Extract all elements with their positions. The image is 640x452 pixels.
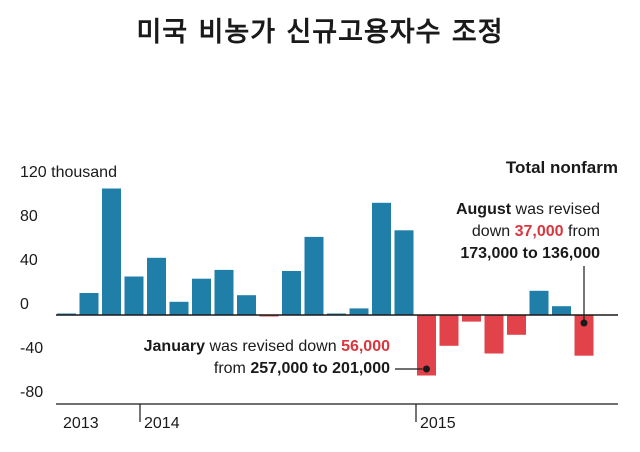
- bar: [462, 315, 481, 322]
- bar: [57, 313, 76, 315]
- january-callout-dot: [423, 365, 430, 373]
- bar: [394, 230, 414, 315]
- bar: [349, 308, 369, 315]
- bar: [484, 315, 504, 354]
- bar: [259, 315, 279, 317]
- chart-title: 미국 비농가 신규고용자수 조정: [136, 17, 504, 48]
- y-tick-label: 80: [20, 208, 38, 225]
- y-tick-label: -40: [20, 340, 43, 357]
- august-callout-dot: [580, 319, 588, 327]
- bar: [124, 276, 144, 315]
- x-year-label: 2013: [63, 415, 99, 432]
- bar: [304, 236, 324, 315]
- x-year-label: 2015: [420, 415, 456, 432]
- bar: [214, 269, 234, 315]
- bar: [552, 306, 571, 315]
- x-year-label: 2014: [144, 415, 180, 432]
- annotation-august: August was revised down 37,000 from 173,…: [455, 201, 600, 262]
- bar: [417, 315, 436, 376]
- bar: [169, 301, 189, 315]
- bar: [507, 315, 526, 335]
- y-tick-label: 0: [20, 296, 29, 313]
- bar: [529, 290, 549, 315]
- bar: [574, 315, 594, 356]
- y-tick-label: -80: [20, 384, 43, 401]
- bar: [79, 293, 99, 315]
- bar: [147, 257, 166, 315]
- bar: [282, 271, 301, 315]
- y-tick-label: 40: [20, 252, 38, 269]
- series-label: Total nonfarm: [506, 158, 618, 177]
- bar: [192, 278, 211, 315]
- bar: [102, 188, 121, 315]
- bar: [237, 295, 256, 315]
- annotation-january: January was revised down 56,000 from 257…: [143, 338, 390, 377]
- bar: [439, 315, 459, 346]
- bar: [372, 202, 391, 315]
- bar: [327, 313, 346, 315]
- y-tick-label: 120 thousand: [20, 164, 117, 181]
